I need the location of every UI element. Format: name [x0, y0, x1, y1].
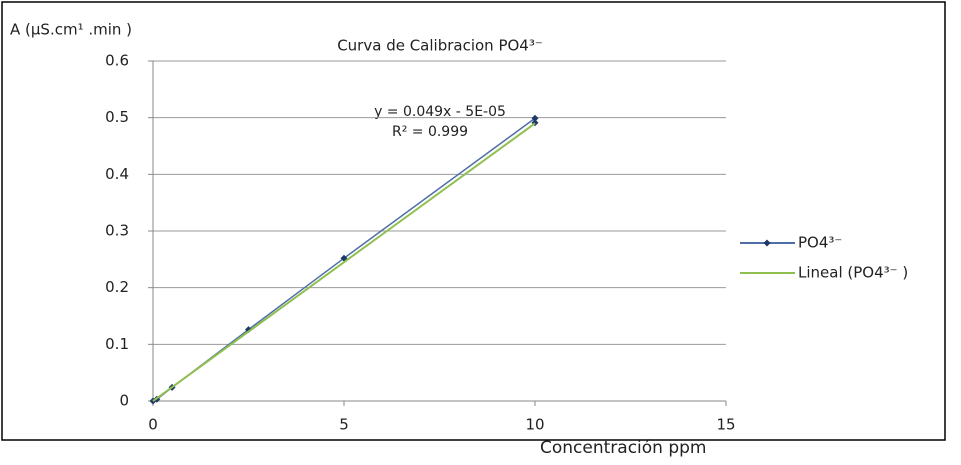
- y-tick-label: 0.2: [105, 278, 129, 296]
- legend-marker: [763, 239, 771, 247]
- y-tick-label: 0: [119, 392, 129, 410]
- y-tick-label: 0.1: [105, 335, 129, 353]
- trend-line: [152, 122, 536, 402]
- chart-title: Curva de Calibracion PO4³⁻: [337, 37, 543, 55]
- y-tick-label: 0.5: [105, 108, 129, 126]
- y-tick-label: 0.6: [105, 52, 129, 70]
- y-tick-label: 0.3: [105, 222, 129, 240]
- annotation: R² = 0.999: [392, 124, 468, 140]
- x-tick-label: 0: [148, 416, 158, 434]
- x-tick-label: 5: [339, 416, 349, 434]
- y-tick-label: 0.4: [105, 165, 129, 183]
- marker: [531, 114, 539, 122]
- frame: [1, 1, 946, 441]
- y-axis-label: A (µS.cm¹ .min ): [10, 21, 132, 39]
- x-tick-label: 15: [716, 416, 735, 434]
- annotation: y = 0.049x - 5E-05: [374, 104, 506, 120]
- legend-label: Lineal (PO4³⁻ ): [798, 264, 908, 282]
- x-tick-label: 10: [525, 416, 544, 434]
- legend-label: PO4³⁻: [798, 234, 842, 252]
- x-axis-label: Concentración ppm: [540, 438, 707, 458]
